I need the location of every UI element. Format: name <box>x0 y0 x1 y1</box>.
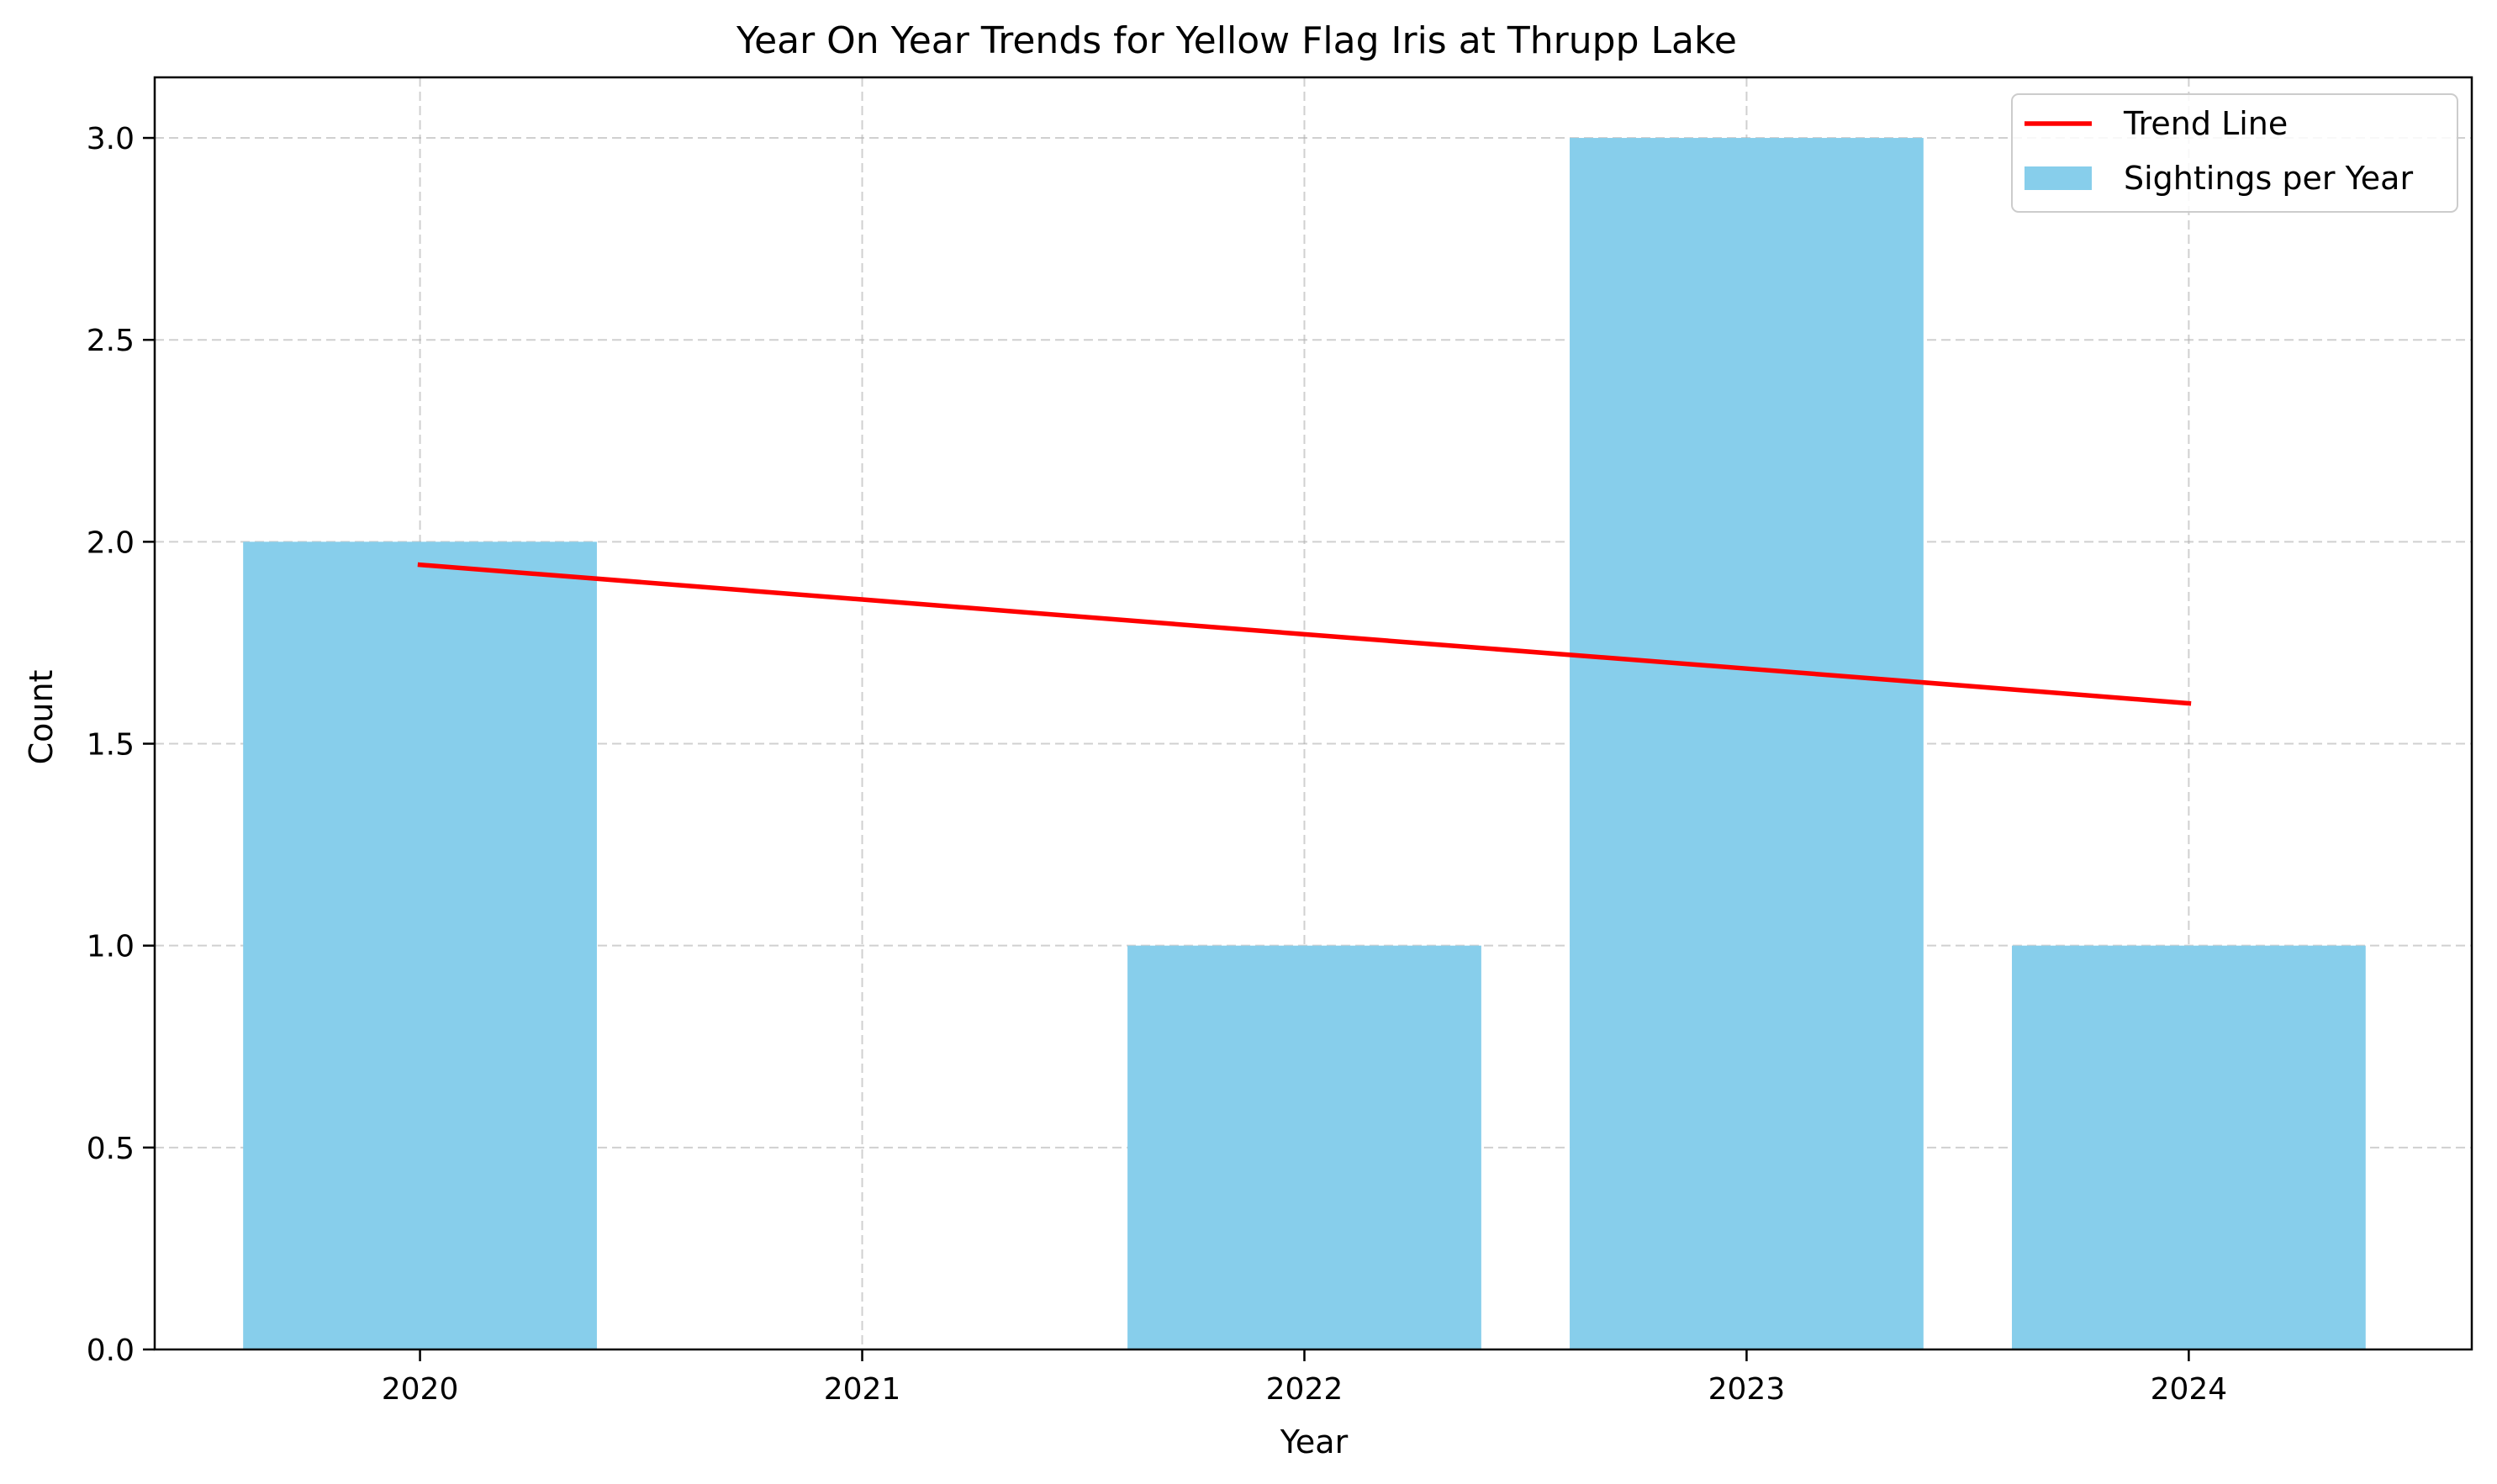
x-tick-label-2022: 2022 <box>1266 1372 1344 1407</box>
y-axis-ticks: 0.0 0.5 1.0 1.5 2.0 2.5 3.0 <box>87 122 155 1368</box>
bar-2020 <box>243 541 597 1349</box>
x-tick-label-2020: 2020 <box>382 1372 459 1407</box>
legend: Trend Line Sightings per Year <box>2011 93 2458 213</box>
x-axis-label: Year <box>1280 1423 1349 1460</box>
y-tick-label-0.5: 0.5 <box>87 1132 135 1166</box>
x-axis-ticks: 2020 2021 2022 2023 2024 <box>382 1349 2227 1407</box>
legend-bar-label: Sightings per Year <box>2124 160 2413 197</box>
y-tick-label-1.0: 1.0 <box>87 930 135 964</box>
x-tick-label-2024: 2024 <box>2151 1372 2228 1407</box>
bar-2022 <box>1127 945 1481 1349</box>
trend-line <box>417 562 2192 706</box>
y-tick-label-1.5: 1.5 <box>87 728 135 763</box>
axes-frame <box>153 76 2473 1351</box>
y-tick-label-2.5: 2.5 <box>87 324 135 358</box>
trend-line-group <box>417 562 2192 706</box>
x-tick-label-2023: 2023 <box>1708 1372 1786 1407</box>
y-tick-label-2.0: 2.0 <box>87 525 135 560</box>
y-tick-label-0.0: 0.0 <box>87 1333 135 1368</box>
chart-title: Year On Year Trends for Yellow Flag Iris… <box>736 19 1737 62</box>
bar-2023 <box>1570 138 1924 1350</box>
y-tick-label-3.0: 3.0 <box>87 122 135 156</box>
legend-trend-label: Trend Line <box>2123 105 2288 142</box>
bar-2024 <box>2012 945 2366 1349</box>
legend-box <box>2011 93 2458 213</box>
bars <box>243 138 2366 1350</box>
x-tick-label-2021: 2021 <box>824 1372 901 1407</box>
y-axis-label: Count <box>23 670 60 765</box>
legend-bar-swatch <box>2025 166 2092 190</box>
